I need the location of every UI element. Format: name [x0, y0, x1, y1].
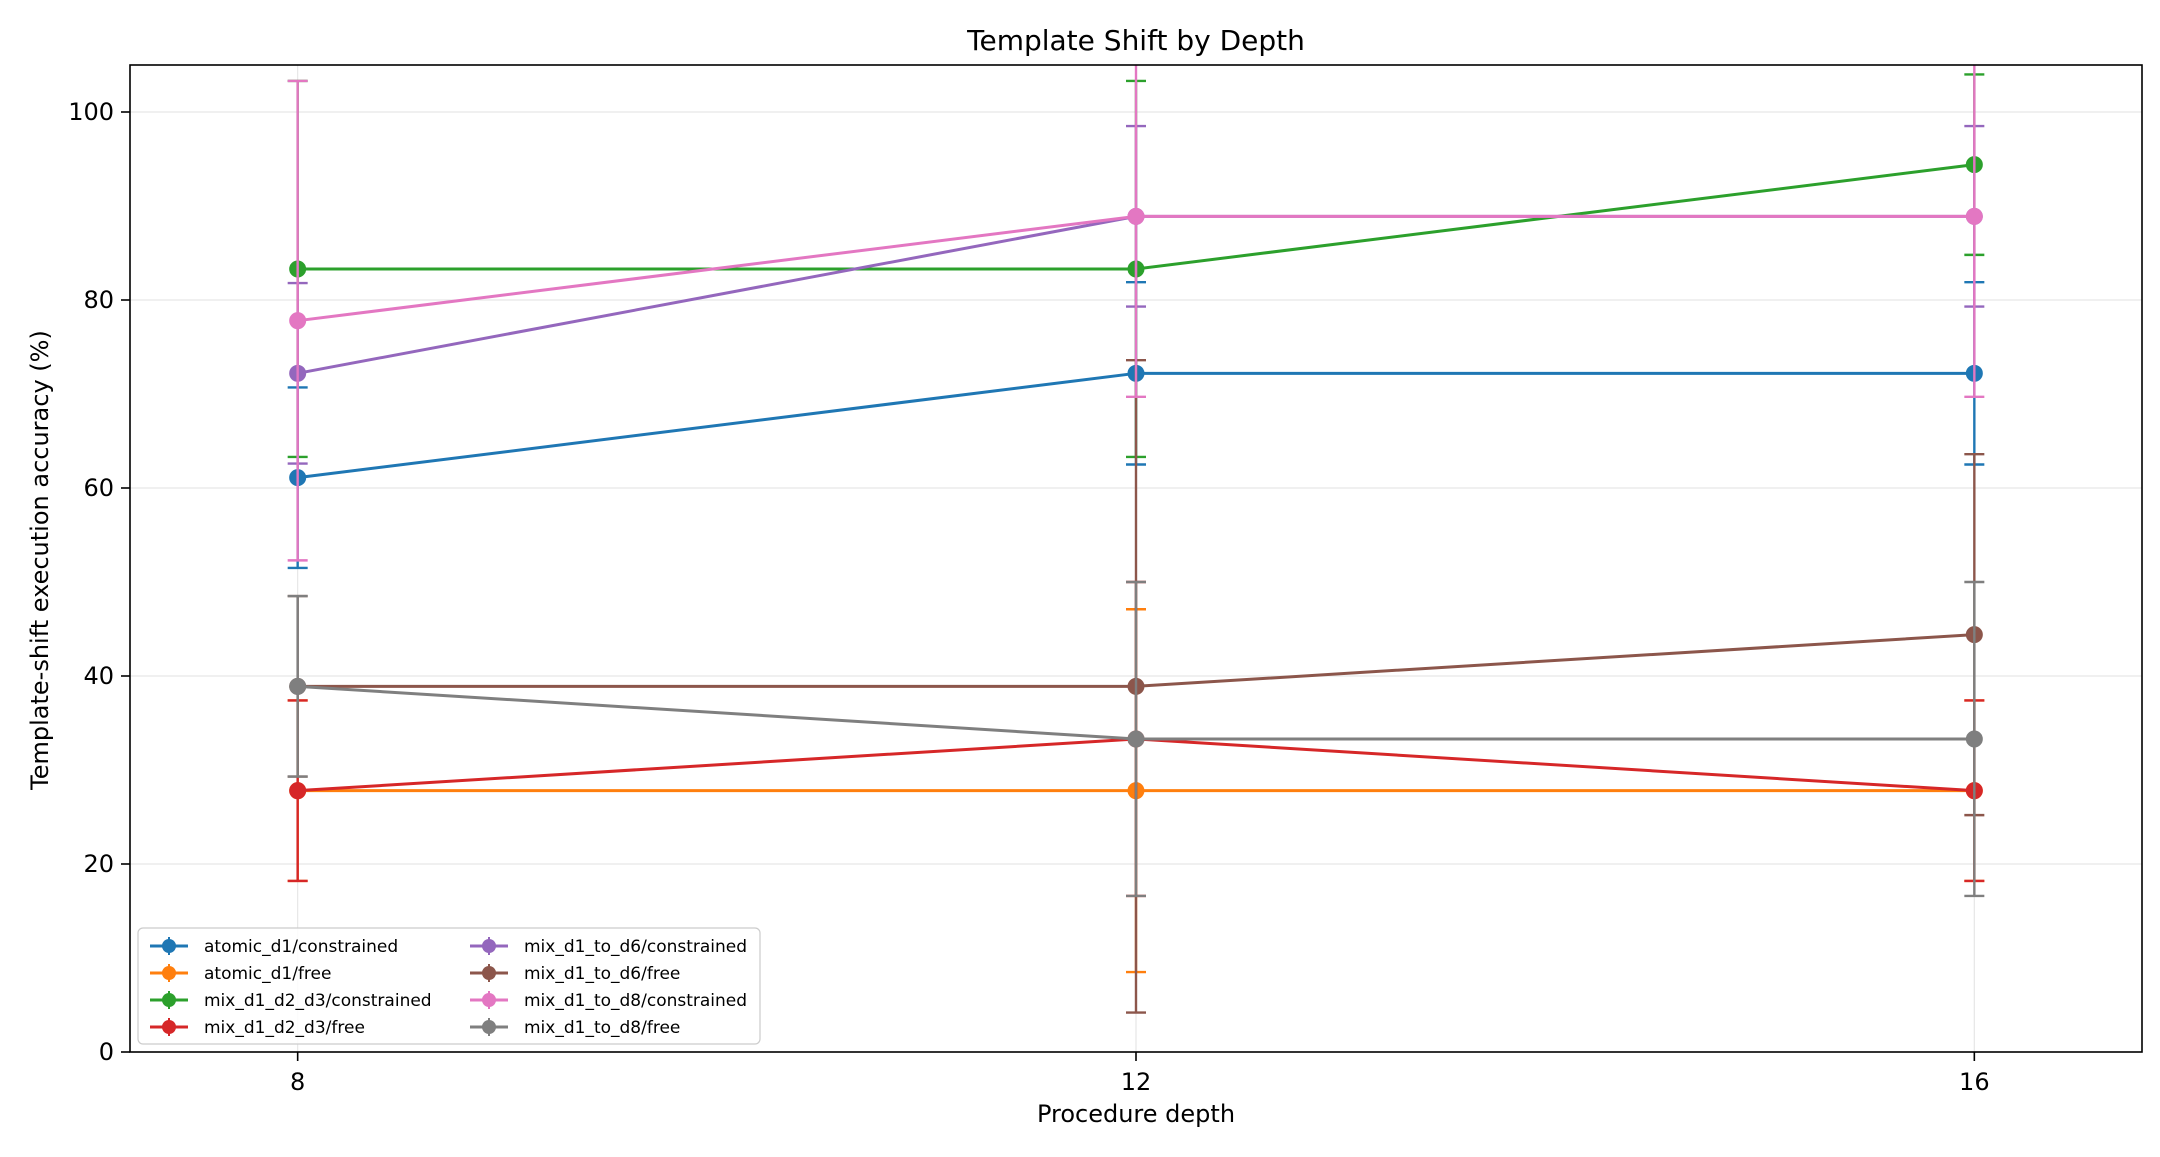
series-mix-d1-to-d8-free: [287, 580, 1985, 898]
y-tick-label: 60: [83, 474, 114, 502]
legend-swatch-marker: [162, 1020, 176, 1034]
legend-frame: [137, 927, 761, 1045]
x-tick-label: 8: [290, 1068, 305, 1096]
legend-swatch-marker: [162, 966, 176, 980]
x-tick-label: 16: [1959, 1068, 1990, 1096]
legend-item: mix_d1_to_d6/constrained: [470, 937, 747, 957]
legend-item: mix_d1_d2_d3/constrained: [150, 991, 432, 1011]
data-point: [289, 677, 307, 695]
y-tick-label: 100: [68, 98, 114, 126]
legend: atomic_d1/constrained atomic_d1/free mix_d…: [137, 927, 761, 1045]
x-axis-label: Procedure depth: [1037, 1100, 1235, 1128]
data-point: [289, 782, 307, 800]
legend-swatch-marker: [482, 993, 496, 1007]
legend-label: mix_d1_to_d6/constrained: [524, 937, 747, 957]
legend-label: mix_d1_d2_d3/free: [204, 1018, 365, 1038]
legend-label: mix_d1_to_d8/constrained: [524, 991, 747, 1011]
legend-item: mix_d1_to_d6/free: [470, 964, 680, 984]
axes-layer: 8 12 16 0 20 40 60 80 100: [68, 64, 2143, 1096]
y-tick-label: 0: [99, 1038, 114, 1066]
legend-item: atomic_d1/free: [150, 964, 331, 984]
data-point: [289, 312, 307, 330]
legend-swatch-marker: [482, 966, 496, 980]
x-tick-label: 12: [1121, 1068, 1152, 1096]
legend-label: atomic_d1/free: [204, 964, 331, 984]
legend-label: mix_d1_d2_d3/constrained: [204, 991, 432, 1011]
legend-swatch-marker: [482, 1020, 496, 1034]
y-tick-label: 80: [83, 286, 114, 314]
legend-swatch-marker: [482, 939, 496, 953]
legend-label: atomic_d1/constrained: [204, 937, 398, 957]
legend-swatch-marker: [162, 939, 176, 953]
chart-title: Template Shift by Depth: [966, 24, 1305, 57]
legend-label: mix_d1_to_d6/free: [524, 964, 680, 984]
data-point: [1965, 207, 1983, 225]
legend-label: mix_d1_to_d8/free: [524, 1018, 680, 1038]
y-tick-label: 40: [83, 662, 114, 690]
series-layer: [287, 65, 1985, 1014]
data-point: [1965, 730, 1983, 748]
legend-item: mix_d1_to_d8/constrained: [470, 991, 747, 1011]
data-point: [1127, 207, 1145, 225]
data-point: [1127, 730, 1145, 748]
y-tick-label: 20: [83, 850, 114, 878]
legend-item: atomic_d1/constrained: [150, 937, 398, 957]
legend-swatch-marker: [162, 993, 176, 1007]
legend-item: mix_d1_d2_d3/free: [150, 1018, 365, 1038]
y-axis-label: Template-shift execution accuracy (%): [26, 330, 54, 791]
series-mix-d1-to-d8-constrained: [287, 65, 1985, 562]
legend-item: mix_d1_to_d8/free: [470, 1018, 680, 1038]
